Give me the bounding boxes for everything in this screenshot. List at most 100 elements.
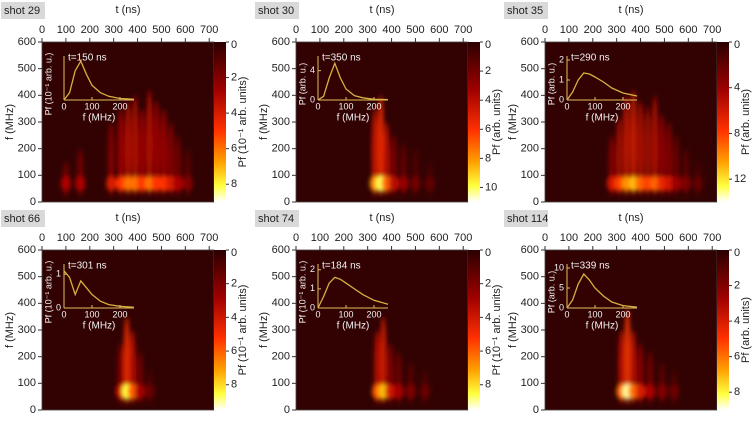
colorbar-tick-label: 0: [231, 39, 237, 51]
inset-x-tick-label: 200: [615, 309, 630, 319]
inset-x-label: f (MHz): [586, 113, 619, 124]
x-label: t (ns): [115, 4, 140, 16]
inset-y-tick-label: 0: [310, 302, 315, 312]
plot-clip: [616, 308, 679, 405]
x-tick-label: 200: [81, 24, 99, 36]
y-label: f (MHz): [258, 312, 270, 348]
colorbar-label: Pf (10⁻¹ arb. units): [237, 285, 249, 376]
hotspot: [393, 383, 404, 400]
hotspot: [671, 175, 682, 192]
hotspot: [410, 175, 421, 192]
x-tick-label: 400: [631, 232, 649, 244]
x-tick-label: 100: [311, 24, 329, 36]
inset-annotation: t=350 ns: [322, 53, 361, 64]
panel-title: shot 30: [258, 5, 294, 17]
colorbar: [717, 42, 729, 202]
inset-curve: [63, 59, 135, 101]
x-tick-label: 300: [358, 232, 376, 244]
x-tick-label: 700: [454, 24, 472, 36]
streak: [651, 95, 659, 197]
inset-y-tick-label: 0: [559, 94, 564, 104]
hotspot: [378, 383, 389, 400]
y-tick-label: 100: [272, 377, 290, 389]
inset-x-tick-label: 0: [61, 101, 66, 111]
inset-x-tick-label: 0: [564, 101, 569, 111]
colorbar-tick-label: 0: [734, 247, 740, 259]
x-tick-label: 600: [679, 24, 697, 36]
streak: [153, 100, 160, 197]
colorbar-label: Pf (10⁻¹ arb. units): [237, 77, 249, 168]
x-tick-label: 500: [152, 24, 170, 36]
x-tick-label: 600: [430, 232, 448, 244]
colorbar-tick-label: 8: [231, 178, 237, 190]
colorbar-label: Pf (arb. units): [740, 297, 752, 363]
hotspot: [75, 175, 86, 192]
y-tick-label: 300: [18, 116, 36, 128]
x-tick-label: 600: [176, 232, 194, 244]
inset-y-tick-label: 0: [56, 302, 61, 312]
y-tick-label: 200: [521, 351, 539, 363]
hotspot: [60, 175, 71, 192]
x-tick-label: 700: [703, 24, 721, 36]
x-tick-label: 500: [406, 232, 424, 244]
hotspot: [115, 175, 126, 192]
inset-y-tick-label: 1: [56, 269, 61, 279]
y-tick-label: 200: [521, 143, 539, 155]
hotspot: [680, 175, 691, 192]
y-tick-label: 0: [533, 196, 539, 208]
hotspot: [388, 175, 399, 192]
colorbar-tick-label: 8: [231, 379, 237, 391]
inset-y-tick-label: 4: [310, 65, 315, 75]
hotspot: [158, 175, 169, 192]
y-tick-label: 100: [521, 169, 539, 181]
y-tick-label: 600: [18, 36, 36, 48]
inset-x-label: f (MHz): [83, 113, 116, 124]
inset-y-tick-label: 0: [559, 302, 564, 312]
y-tick-label: 200: [272, 143, 290, 155]
y-tick-label: 500: [521, 63, 539, 75]
streak: [624, 308, 631, 405]
colorbar-label: Pf (arb. units): [740, 89, 752, 155]
colorbar-tick-label: 6: [231, 345, 237, 357]
y-tick-label: 400: [18, 89, 36, 101]
colorbar-tick-label: 2: [231, 71, 237, 83]
streak: [644, 106, 651, 197]
plot-clip: [372, 316, 430, 405]
x-tick-label: 300: [358, 24, 376, 36]
title-box: [255, 210, 299, 227]
spectrogram: [372, 316, 430, 405]
y-tick-label: 300: [272, 324, 290, 336]
hotspot: [645, 383, 656, 400]
x-tick-label: 600: [430, 24, 448, 36]
streak: [371, 108, 379, 197]
y-tick-label: 200: [272, 351, 290, 363]
inset-x-tick-label: 200: [366, 101, 381, 111]
inset-y-tick-label: 2: [310, 264, 315, 274]
plot-clip: [606, 90, 703, 197]
x-tick-label: 500: [655, 24, 673, 36]
inset-x-tick-label: 100: [338, 101, 353, 111]
colorbar-tick-label: 8: [485, 379, 491, 391]
inset-y-label: Pf (arb. u.): [546, 271, 556, 314]
colorbar-tick-label: 4: [485, 311, 491, 323]
inset-y-label: Pf (10⁻¹ arb. u.): [43, 53, 53, 116]
colorbar-tick-label: 6: [485, 123, 491, 135]
hotspot: [385, 383, 396, 400]
inset-annotation: t=290 ns: [571, 53, 610, 64]
x-tick-label: 500: [152, 232, 170, 244]
inset-x-tick-label: 100: [84, 101, 99, 111]
colorbar-tick-label: 4: [734, 315, 740, 327]
y-tick-label: 400: [272, 89, 290, 101]
y-tick-label: 0: [533, 404, 539, 416]
hotspot: [628, 175, 639, 192]
y-tick-label: 100: [521, 377, 539, 389]
y-tick-label: 300: [272, 116, 290, 128]
colorbar-tick-label: 2: [485, 278, 491, 290]
y-label: f (MHz): [507, 312, 519, 348]
hotspot: [692, 175, 703, 192]
inset-x-label: f (MHz): [83, 321, 116, 332]
y-label: f (MHz): [4, 312, 16, 348]
streak: [131, 95, 139, 197]
x-tick-label: 100: [311, 232, 329, 244]
hotspot: [657, 175, 668, 192]
